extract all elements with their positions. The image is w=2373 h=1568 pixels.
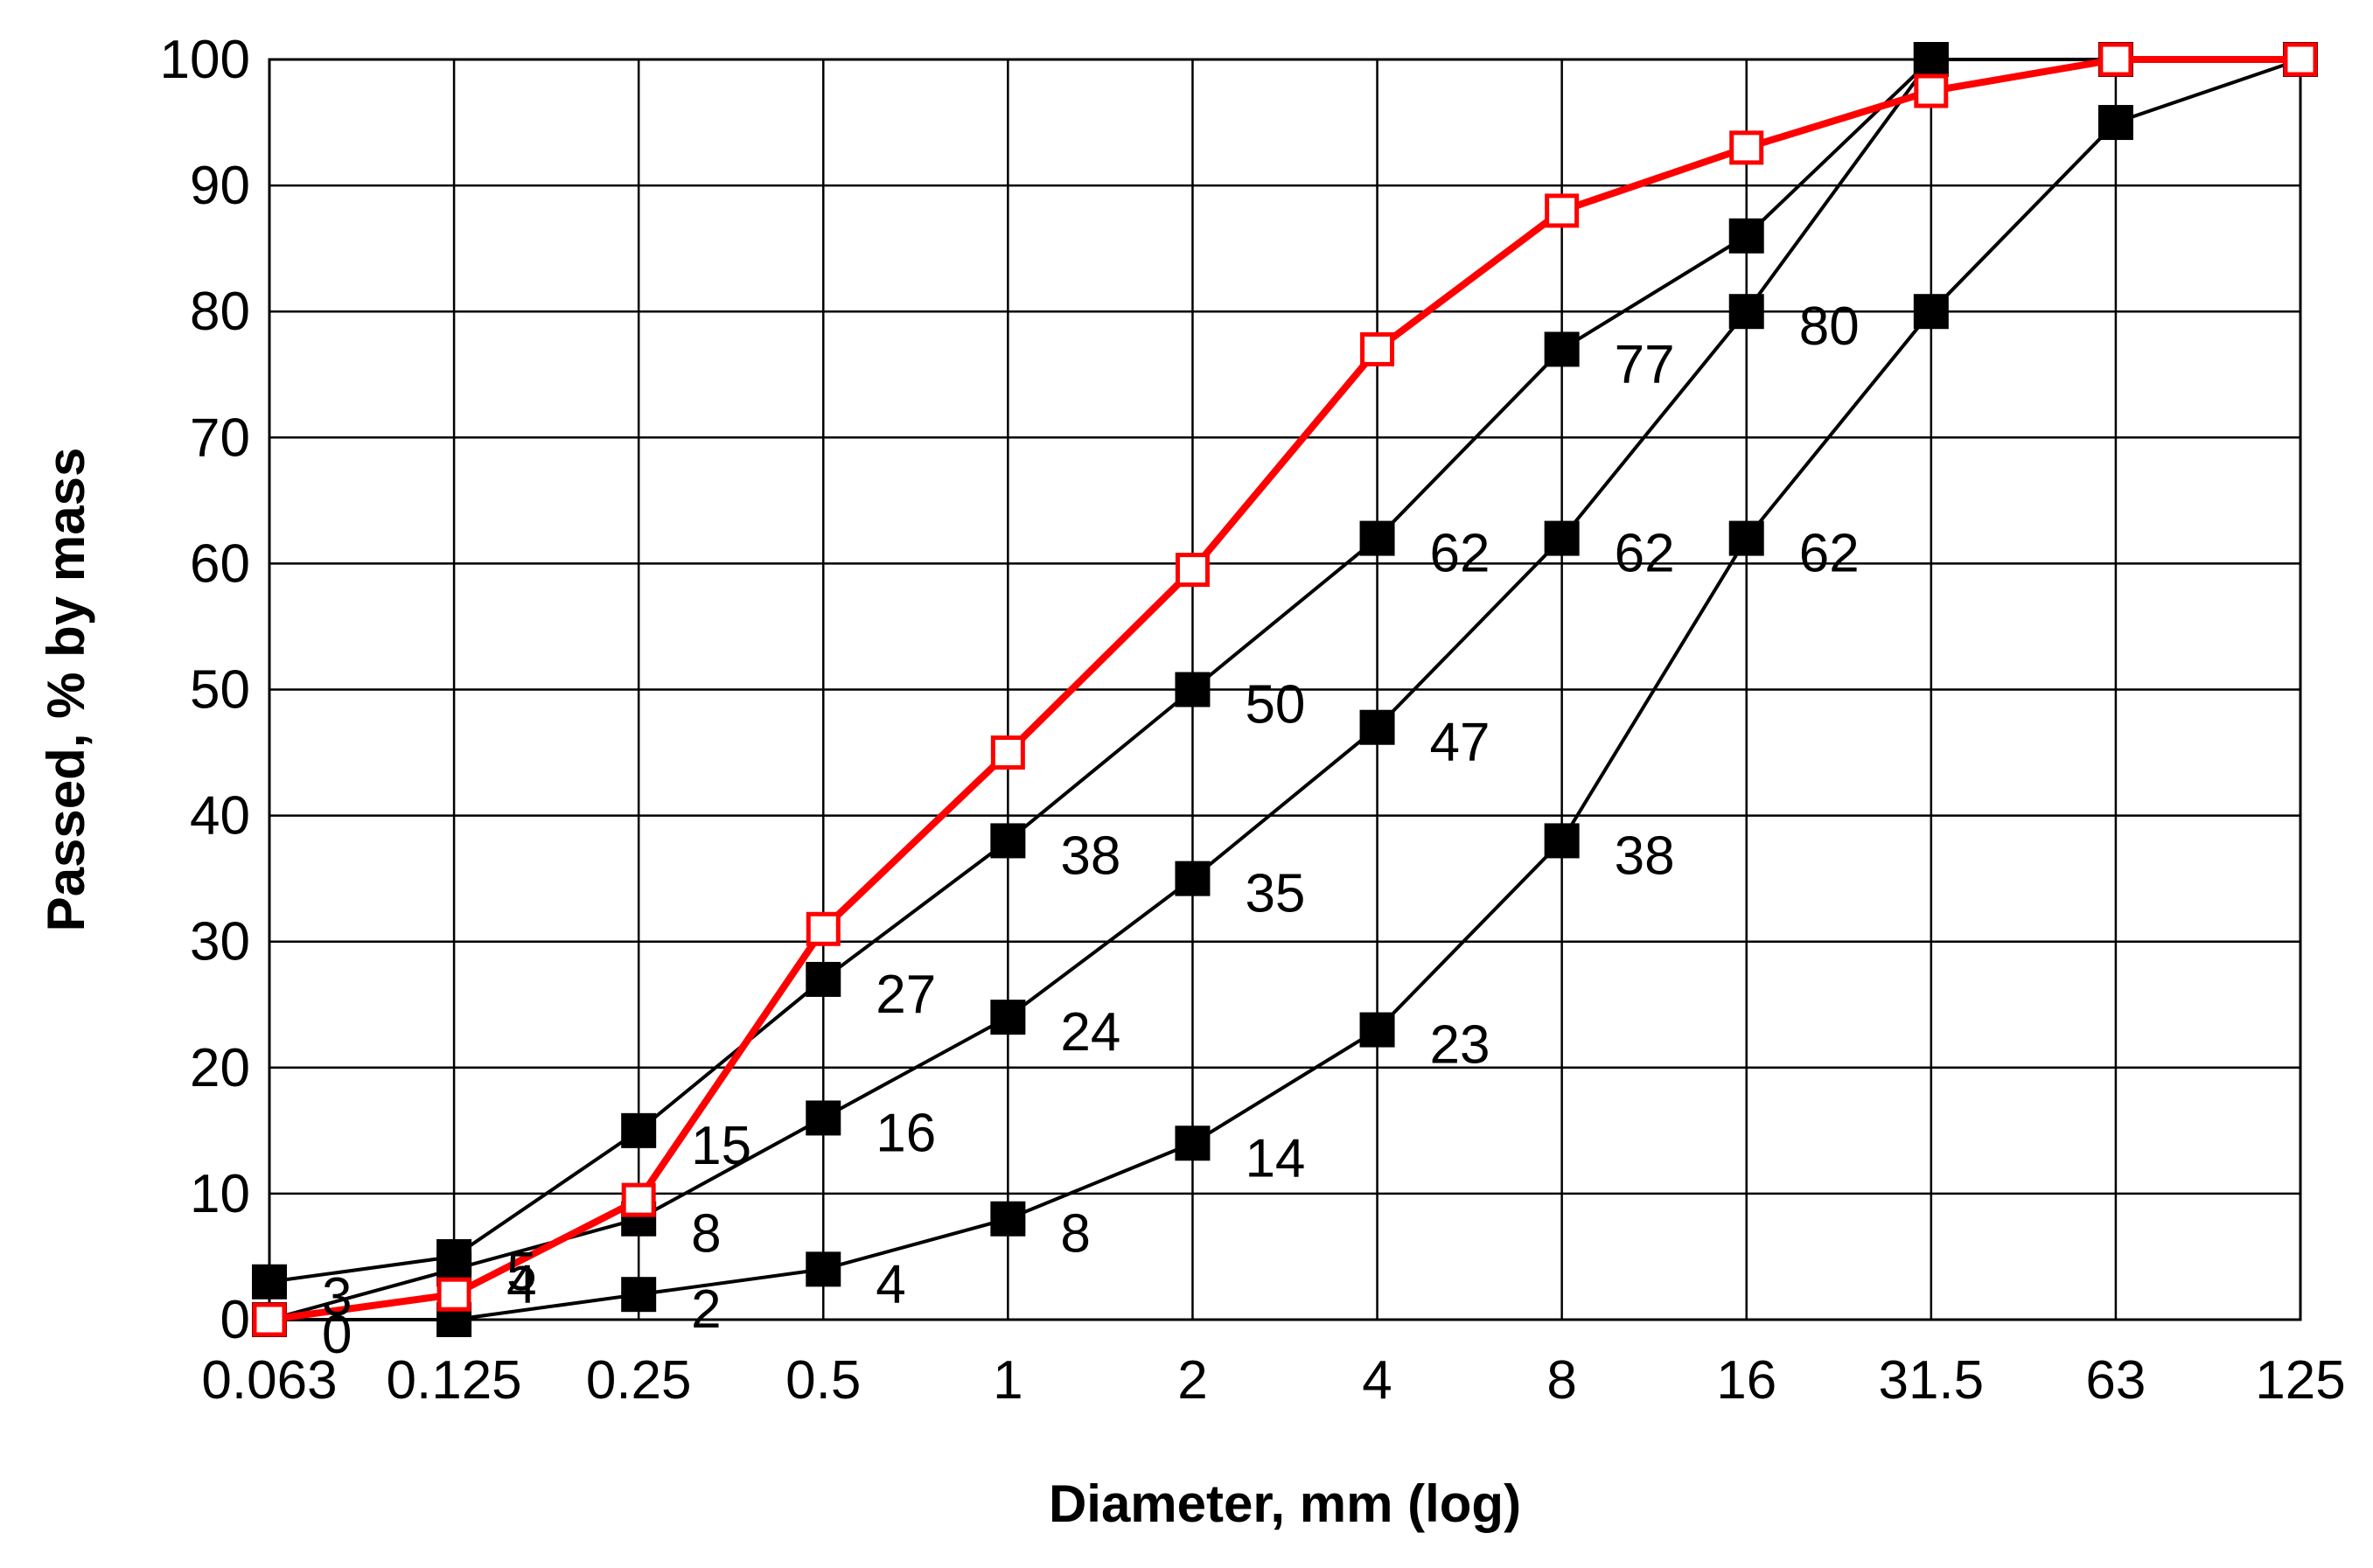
series-2-marker bbox=[1359, 709, 1395, 745]
series-2-data-label: 24 bbox=[1060, 1002, 1120, 1063]
series-2-data-label: 80 bbox=[1799, 296, 1860, 357]
x-tick-label: 125 bbox=[2255, 1350, 2345, 1411]
series-3-line bbox=[269, 58, 2301, 1321]
y-axis-title: Passed, % by mass bbox=[37, 448, 95, 932]
series-2-marker bbox=[1175, 861, 1211, 896]
series-1-data-label: 27 bbox=[876, 965, 936, 1025]
series-3-marker bbox=[990, 1201, 1026, 1237]
series-1-data-label: 15 bbox=[691, 1116, 751, 1176]
y-tick-label: 90 bbox=[190, 156, 250, 216]
series-4-marker bbox=[1360, 331, 1395, 366]
series-2-data-label: 4 bbox=[506, 1254, 536, 1314]
series-2-data-label: 16 bbox=[876, 1103, 936, 1163]
x-tick-label: 0.25 bbox=[586, 1350, 692, 1411]
y-tick-label: 50 bbox=[190, 660, 250, 721]
grid-layer bbox=[268, 58, 2302, 1321]
series-2-data-label: 35 bbox=[1245, 864, 1305, 924]
series-2-marker bbox=[1913, 42, 1949, 77]
series-3-marker bbox=[806, 1251, 841, 1287]
series-4-marker bbox=[1729, 130, 1764, 165]
y-tick-label: 100 bbox=[160, 30, 250, 90]
series-1-data-label: 77 bbox=[1615, 334, 1675, 394]
series-4-marker bbox=[1545, 193, 1580, 228]
series-1-data-label: 50 bbox=[1245, 675, 1305, 735]
series-1-marker bbox=[1359, 520, 1395, 556]
series-3-data-label: 38 bbox=[1615, 826, 1675, 886]
y-tick-label: 0 bbox=[220, 1290, 250, 1350]
x-tick-label: 4 bbox=[1362, 1350, 1392, 1411]
x-tick-label: 0.063 bbox=[201, 1350, 337, 1411]
y-tick-label: 30 bbox=[190, 912, 250, 972]
series-3-marker bbox=[1728, 520, 1764, 556]
series-3-data-label: 8 bbox=[1060, 1204, 1090, 1265]
plot-border bbox=[268, 58, 2302, 1321]
x-tick-label: 16 bbox=[1716, 1350, 1776, 1411]
x-tick-label: 2 bbox=[1177, 1350, 1207, 1411]
series-1-line bbox=[269, 58, 2300, 1284]
series-2-line bbox=[269, 58, 2300, 1321]
series-2-data-label: 8 bbox=[691, 1204, 721, 1265]
series-1-marker bbox=[806, 961, 841, 997]
series-3-marker bbox=[1359, 1012, 1395, 1048]
x-tick-label: 63 bbox=[2085, 1350, 2146, 1411]
series-2-data-label: 47 bbox=[1430, 713, 1490, 773]
series-1-marker bbox=[1728, 218, 1764, 254]
series-3-marker bbox=[621, 1277, 657, 1313]
y-tick-label: 10 bbox=[190, 1164, 250, 1224]
series-3-data-label: 4 bbox=[876, 1254, 905, 1314]
series-1-marker bbox=[621, 1112, 657, 1148]
x-tick-label: 0.5 bbox=[785, 1350, 861, 1411]
series-1-data-label: 3 bbox=[322, 1267, 352, 1328]
series-4-marker bbox=[806, 911, 841, 946]
series-4-marker bbox=[621, 1182, 656, 1217]
series-1-marker bbox=[1175, 672, 1211, 707]
series-3-marker bbox=[1913, 294, 1949, 330]
series-3-data-label: 14 bbox=[1245, 1128, 1305, 1188]
series-1-marker bbox=[990, 823, 1026, 859]
series-layer bbox=[252, 42, 2318, 1337]
series-4-marker bbox=[2098, 42, 2133, 77]
series-3-data-label: 62 bbox=[1799, 524, 1860, 584]
series-4-marker bbox=[990, 735, 1025, 770]
series-2-marker bbox=[806, 1100, 841, 1136]
x-axis-title: Diameter, mm (log) bbox=[1049, 1474, 1521, 1533]
y-tick-label: 40 bbox=[190, 786, 250, 847]
y-tick-label: 60 bbox=[190, 533, 250, 594]
series-3-data-label: 23 bbox=[1430, 1015, 1490, 1076]
series-3-marker bbox=[2097, 105, 2133, 141]
series-2-marker bbox=[1544, 520, 1580, 556]
series-3-marker bbox=[1544, 823, 1580, 859]
series-1-marker bbox=[252, 1264, 287, 1300]
series-2-data-label: 62 bbox=[1615, 524, 1675, 584]
series-2-marker bbox=[1728, 294, 1764, 330]
series-3-data-label: 2 bbox=[691, 1279, 721, 1340]
x-tick-label: 31.5 bbox=[1878, 1350, 1984, 1411]
series-4-line bbox=[269, 56, 2300, 1323]
y-tick-label: 70 bbox=[190, 408, 250, 468]
y-tick-label: 20 bbox=[190, 1038, 250, 1098]
series-3-marker bbox=[1175, 1125, 1211, 1161]
x-tick-label: 8 bbox=[1546, 1350, 1576, 1411]
series-4-marker bbox=[252, 1302, 287, 1337]
series-1-data-label: 5 bbox=[506, 1242, 536, 1302]
series-1-marker bbox=[1544, 331, 1580, 367]
y-tick-label: 80 bbox=[190, 282, 250, 342]
x-tick-label: 0.125 bbox=[387, 1350, 522, 1411]
series-2-data-label: 0 bbox=[322, 1305, 352, 1365]
series-4-marker bbox=[1175, 553, 1210, 588]
x-tick-label: 1 bbox=[993, 1350, 1022, 1411]
series-4-marker bbox=[1914, 73, 1949, 108]
series-4-marker bbox=[2283, 42, 2318, 77]
series-4-marker bbox=[436, 1277, 471, 1312]
series-2-marker bbox=[990, 1000, 1026, 1035]
series-1-data-label: 38 bbox=[1060, 826, 1120, 886]
series-1-data-label: 62 bbox=[1430, 524, 1490, 584]
